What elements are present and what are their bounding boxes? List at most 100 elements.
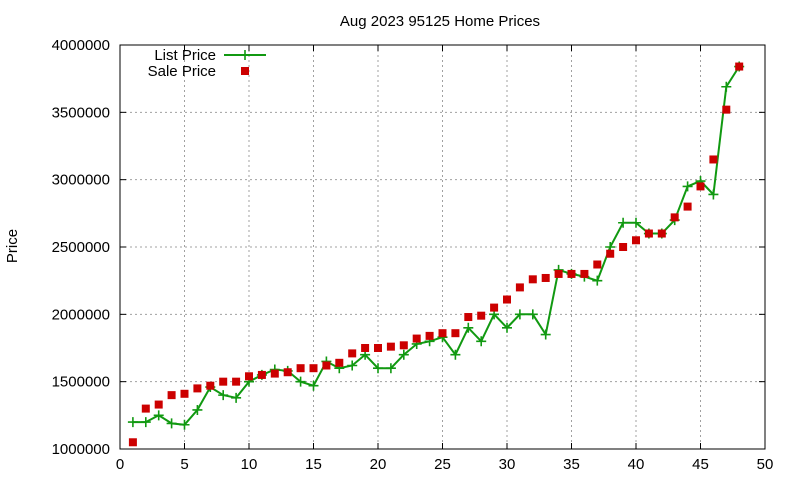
sale-price-point	[619, 243, 628, 251]
sale-price-point	[386, 342, 395, 351]
sale-price-point	[361, 344, 370, 352]
plot-frame	[119, 44, 766, 450]
y-tick-label: 4000000	[52, 37, 110, 54]
list-price-point	[450, 349, 461, 360]
sale-price-point	[438, 329, 447, 338]
sale-price-point	[219, 377, 228, 386]
sale-price-point	[193, 384, 202, 393]
list-price-point	[514, 309, 525, 320]
list-price-point	[347, 360, 358, 371]
list-price-point	[682, 181, 693, 192]
list-price-point	[540, 329, 551, 340]
sale-price-point	[154, 400, 163, 409]
sale-price-point	[632, 236, 640, 245]
sale-price-point	[348, 349, 357, 358]
x-tick-label: 35	[563, 456, 580, 473]
legend: List Price Sale Price	[148, 47, 266, 80]
sale-price-point	[554, 269, 563, 278]
sale-price-point	[490, 303, 499, 312]
y-tick-label: 2500000	[52, 239, 110, 256]
x-tick-label: 20	[370, 456, 387, 473]
list-price-point	[192, 404, 203, 415]
sale-price-point	[322, 361, 331, 370]
sale-price-point	[503, 295, 511, 304]
y-tick-label: 3000000	[52, 172, 110, 189]
list-price-line	[132, 65, 741, 426]
sale-price-point	[683, 202, 692, 211]
list-price-point	[153, 410, 164, 421]
list-price-point	[476, 336, 487, 347]
x-tick-label: 45	[692, 456, 709, 473]
sale-price-point	[257, 370, 266, 379]
sale-price-point	[399, 341, 408, 350]
sale-price-point	[580, 269, 589, 278]
sale-price-point	[709, 155, 718, 164]
list-price-point	[527, 309, 538, 320]
grid	[120, 45, 765, 449]
list-price-point	[373, 363, 383, 374]
chart-title: Aug 2023 95125 Home Prices	[340, 13, 540, 30]
sale-price-point	[128, 438, 137, 447]
list-price-point	[295, 376, 306, 387]
x-tick-label: 30	[499, 456, 516, 473]
x-tick-label: 0	[116, 456, 124, 473]
sale-price-point	[541, 273, 550, 282]
legend-label-list-price: List Price	[154, 47, 216, 64]
sale-price-point	[296, 364, 305, 373]
sale-price-point	[670, 213, 679, 222]
sale-price-point	[477, 311, 486, 320]
list-price-point	[166, 418, 177, 429]
list-price-point	[231, 392, 242, 403]
y-tick-label: 3500000	[52, 104, 110, 121]
axis-ticks: 0 5 10 15 20 25 30 35 40 45 50 1000000 1500000 200000…	[52, 37, 774, 473]
x-tick-label: 25	[434, 456, 451, 473]
legend-label-sale-price: Sale Price	[148, 63, 216, 80]
list-price-point	[618, 217, 629, 228]
sale-price-point	[412, 334, 421, 343]
sale-price-point	[283, 368, 292, 377]
x-tick-label: 10	[241, 456, 258, 473]
list-price-point	[721, 81, 732, 92]
legend-swatch-list-price-marker	[240, 50, 250, 60]
sale-price-point	[644, 229, 653, 238]
y-tick-label: 1500000	[52, 374, 110, 391]
sale-price-point	[309, 364, 318, 373]
sale-price-point	[606, 249, 615, 258]
series	[127, 61, 745, 447]
legend-swatch-sale-price	[241, 67, 249, 75]
sale-price-point	[657, 229, 666, 238]
sale-price-point	[451, 329, 460, 338]
list-price-point	[140, 417, 151, 428]
sale-price-point	[335, 358, 344, 367]
sale-price-point	[167, 391, 176, 400]
sale-price-point	[245, 372, 253, 381]
sale-price-point	[270, 369, 279, 378]
sale-price-point	[735, 62, 744, 71]
list-price-point	[398, 349, 409, 360]
list-price-point	[179, 419, 190, 430]
list-price-point	[218, 390, 229, 401]
list-price-point	[708, 189, 719, 200]
sale-price-point	[593, 260, 602, 269]
list-price-point	[385, 363, 396, 374]
x-tick-label: 50	[757, 456, 774, 473]
list-price-point	[502, 322, 512, 333]
sale-price-point	[374, 344, 382, 352]
list-price-point	[127, 417, 138, 428]
sale-price-point	[141, 404, 150, 413]
sale-price-point	[425, 331, 434, 340]
list-price-point	[592, 275, 603, 286]
y-tick-label: 1000000	[52, 441, 110, 458]
y-axis-label: Price	[4, 229, 21, 263]
sale-price-point	[722, 105, 731, 114]
list-price-point	[463, 322, 474, 333]
x-tick-label: 5	[180, 456, 188, 473]
sale-price-point	[696, 182, 705, 191]
x-tick-label: 40	[628, 456, 645, 473]
sale-price-point	[206, 381, 215, 390]
y-tick-label: 2000000	[52, 306, 110, 323]
sale-price-point	[567, 269, 576, 278]
x-tick-label: 15	[305, 456, 322, 473]
sale-price-point	[464, 313, 473, 322]
